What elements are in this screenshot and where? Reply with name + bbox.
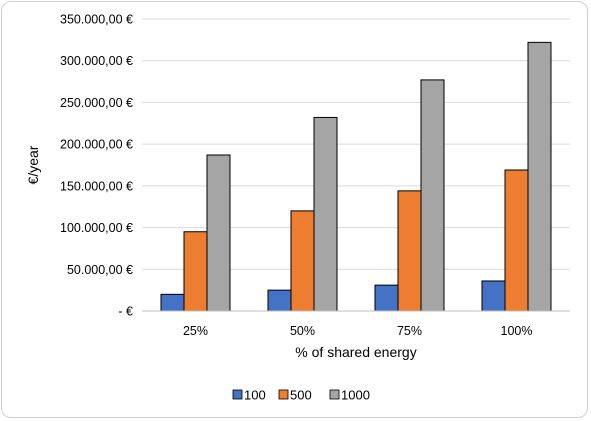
bar-100-50pct [267, 289, 292, 312]
bar-100-75pct [374, 284, 399, 312]
y-tick-label: 150.000,00 € [60, 179, 133, 193]
bars [160, 41, 552, 312]
y-tick-label: 300.000,00 € [60, 54, 133, 68]
bar-1000-100pct [527, 41, 552, 312]
legend-label-500: 500 [290, 388, 312, 403]
x-axis-title: % of shared energy [295, 344, 416, 360]
legend-swatch-100 [232, 389, 243, 400]
legend-swatch-500 [278, 389, 289, 400]
legend-label-100: 100 [244, 388, 266, 403]
bar-100-100pct [481, 280, 506, 312]
bar-1000-75pct [420, 79, 445, 312]
y-axis-ticks: - € 50.000,00 € 100.000,00 € 150.000,00 € 20… [60, 13, 133, 319]
x-axis-ticks: 25% 50% 75% 100% [183, 324, 533, 338]
bar-500-50pct [290, 210, 315, 312]
bar-500-100pct [504, 169, 529, 312]
y-tick-label: 250.000,00 € [60, 96, 133, 110]
y-tick-label: 50.000,00 € [67, 263, 133, 277]
legend: 100 500 1000 [232, 388, 370, 403]
x-tick-label: 75% [397, 324, 422, 338]
bar-1000-25pct [206, 154, 231, 312]
y-tick-label: - € [118, 305, 133, 319]
bar-100-25pct [160, 293, 185, 312]
y-tick-label: 200.000,00 € [60, 138, 133, 152]
bar-1000-50pct [313, 116, 338, 312]
y-tick-label: 100.000,00 € [60, 221, 133, 235]
y-tick-label: 350.000,00 € [60, 13, 133, 27]
bar-500-75pct [397, 190, 422, 312]
legend-swatch-1000 [329, 389, 340, 400]
y-axis-title: €/year [25, 145, 41, 184]
bar-500-25pct [183, 231, 208, 312]
x-tick-label: 100% [501, 324, 533, 338]
legend-label-1000: 1000 [341, 388, 370, 403]
x-tick-label: 25% [183, 324, 208, 338]
x-tick-label: 50% [290, 324, 315, 338]
